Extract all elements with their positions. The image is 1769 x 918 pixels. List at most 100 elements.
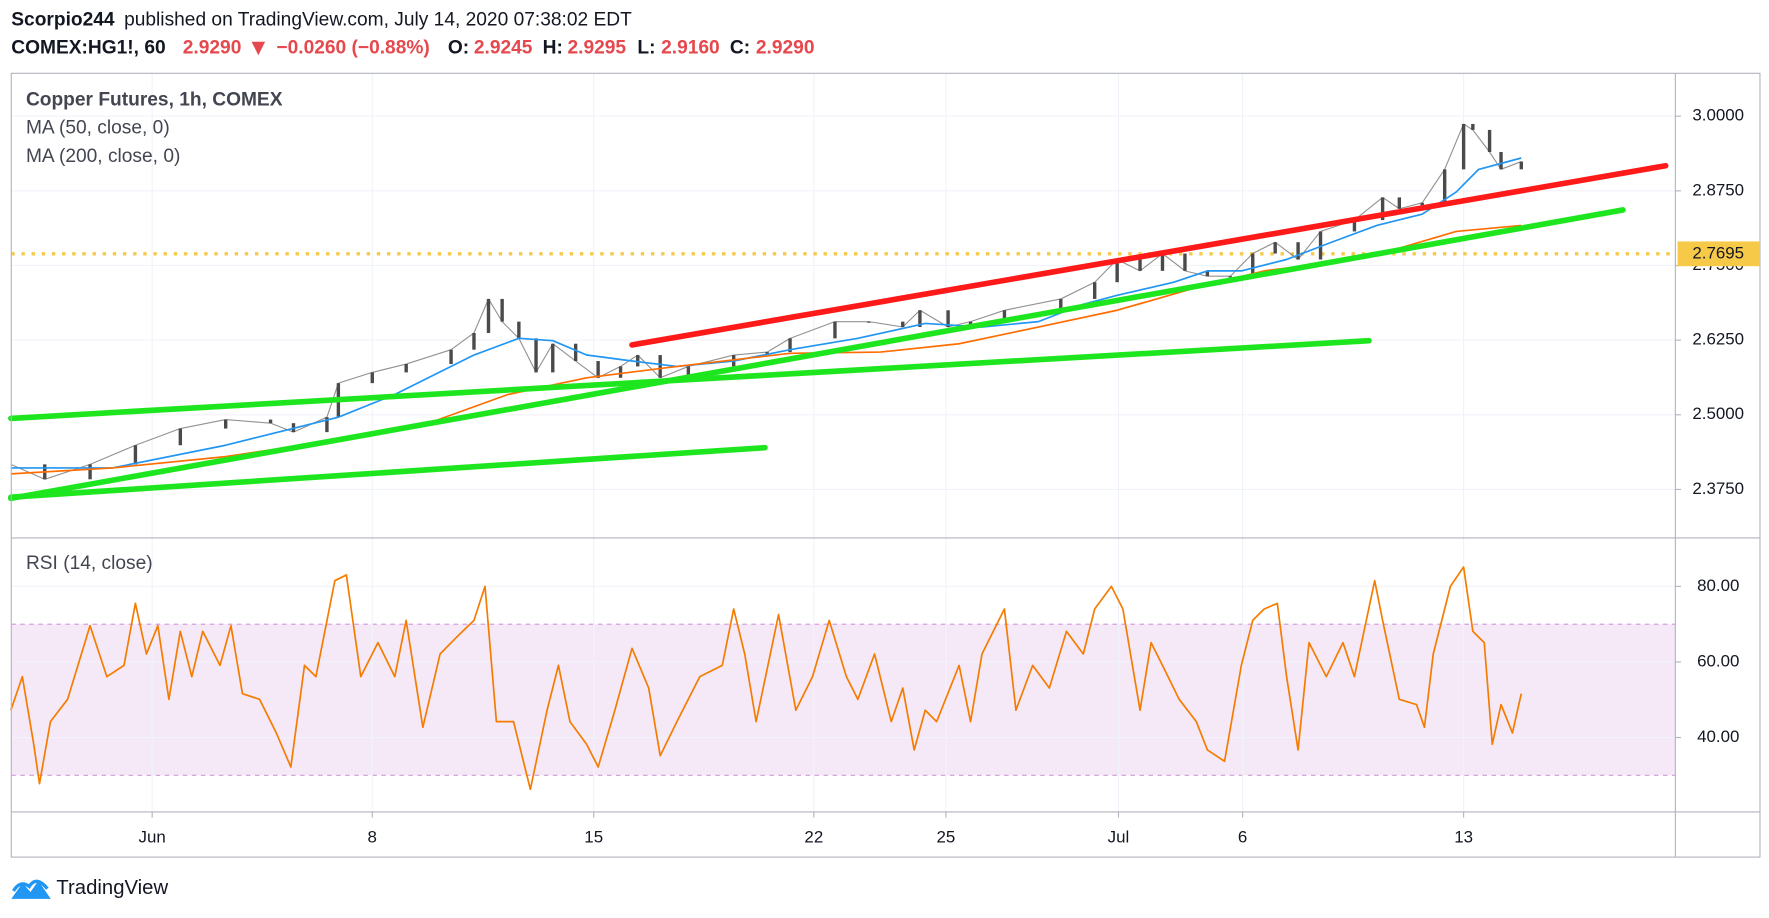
candle <box>596 361 600 378</box>
series-line <box>10 566 1523 791</box>
candle <box>472 332 476 350</box>
author: Scorpio244 <box>11 9 115 30</box>
logo <box>11 879 51 899</box>
candle-link <box>1500 161 1522 170</box>
candle <box>1352 220 1357 232</box>
candle-link <box>135 428 181 446</box>
candle <box>833 321 837 339</box>
ohlc-label: O: <box>448 38 469 59</box>
candle-link <box>868 321 903 328</box>
candle <box>178 428 183 446</box>
candle-link <box>518 338 537 373</box>
candle-link <box>180 419 226 430</box>
candle-link <box>44 463 91 480</box>
candle <box>1093 282 1097 299</box>
candle-link <box>1229 253 1254 277</box>
y-tick-label: 2.8750 <box>1692 180 1744 199</box>
candle <box>268 419 273 424</box>
candle-link <box>1421 169 1446 204</box>
candle-link <box>270 422 294 433</box>
y-tick-label: 60.00 <box>1697 651 1739 670</box>
candle-link <box>1297 231 1321 260</box>
candle-link <box>552 343 577 362</box>
candle-link <box>405 349 452 365</box>
candle <box>486 298 491 333</box>
legend-entry: RSI (14, close) <box>26 553 153 574</box>
down-arrow <box>251 41 266 56</box>
candle-link <box>338 371 373 384</box>
grid <box>11 73 1676 812</box>
candle <box>404 364 408 373</box>
trendline <box>8 207 1626 502</box>
candle <box>500 298 504 322</box>
candle <box>918 310 922 328</box>
candle-link <box>372 363 407 373</box>
candle-link <box>1252 241 1276 255</box>
candle-link <box>902 309 921 328</box>
candle-link <box>488 298 503 322</box>
trendline <box>8 444 768 501</box>
trendline <box>629 162 1669 348</box>
candle <box>1251 253 1255 277</box>
candle <box>636 355 640 367</box>
marks <box>8 123 1676 791</box>
candle <box>1461 123 1466 170</box>
candle-link <box>1463 123 1474 131</box>
candle <box>370 372 374 384</box>
symbol: COMEX:HG1!, 60 <box>11 38 165 59</box>
candle-link <box>1489 151 1502 170</box>
x-tick-label: 22 <box>804 827 823 846</box>
y-tick-label: 2.5000 <box>1692 404 1744 423</box>
x-tick-label: 13 <box>1454 827 1473 846</box>
candle <box>1205 270 1210 277</box>
candle <box>788 338 792 353</box>
candle <box>223 419 228 429</box>
candle <box>1442 169 1447 203</box>
candle <box>1002 310 1007 322</box>
candle <box>1183 253 1187 271</box>
candle <box>551 343 555 373</box>
chart-frame <box>10 72 1761 858</box>
candle <box>1499 152 1503 170</box>
last-price: 2.9290 <box>183 38 242 59</box>
candle-link <box>10 463 45 480</box>
candle <box>1519 161 1523 170</box>
ohlc-value: 2.9290 <box>756 38 815 59</box>
legend-entry: MA (50, close, 0) <box>26 118 170 139</box>
candle-link <box>89 444 136 465</box>
ohlc-value: 2.9160 <box>661 38 720 59</box>
candle <box>1296 242 1300 260</box>
candle <box>1160 253 1165 271</box>
rsi-band <box>11 624 1676 776</box>
y-tick-label: 2.3750 <box>1692 479 1744 498</box>
candle <box>686 366 691 378</box>
candle-link <box>970 309 1005 323</box>
candle <box>946 310 950 328</box>
brand: TradingView <box>56 877 168 899</box>
candle <box>1471 123 1475 130</box>
candle-link <box>637 354 661 379</box>
candle <box>658 355 662 378</box>
candle-link <box>1060 281 1095 300</box>
candle <box>573 343 578 362</box>
candle-link <box>1399 202 1423 210</box>
x-tick-label: 15 <box>584 827 603 846</box>
ohlc-value: 2.9295 <box>567 38 626 59</box>
y-tick-label: 80.00 <box>1697 576 1739 595</box>
candle-link <box>659 365 689 379</box>
level-tag <box>1677 241 1760 267</box>
x-tick-label: Jul <box>1108 827 1130 846</box>
candle <box>1115 259 1119 283</box>
change: −0.0260 (−0.88%) <box>276 38 429 59</box>
candle-link <box>501 321 520 339</box>
ohlc-value: 2.9245 <box>474 38 533 59</box>
ohlc-label: C: <box>730 38 750 59</box>
candle-link <box>1184 270 1208 277</box>
ohlc-label: L: <box>637 38 655 59</box>
candle-link <box>766 337 791 353</box>
axes: 2.37502.50002.62502.75002.87503.00002.76… <box>139 106 1760 846</box>
candle <box>618 366 623 378</box>
ohlc-label: H: <box>543 38 563 59</box>
x-tick-label: 25 <box>936 827 955 846</box>
